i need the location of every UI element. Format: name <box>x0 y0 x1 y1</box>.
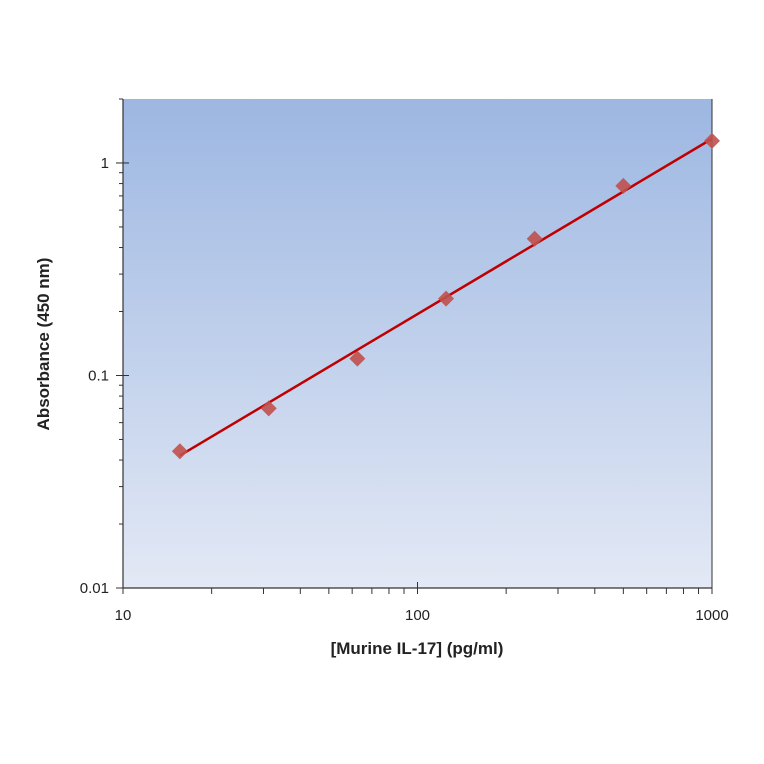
y-tick-label: 1 <box>101 155 109 172</box>
y-tick-label: 0.1 <box>88 367 109 384</box>
x-tick-label: 10 <box>115 607 132 624</box>
plot-area <box>123 99 712 588</box>
data-point <box>704 132 720 149</box>
data-point <box>526 230 543 247</box>
data-point <box>171 443 188 460</box>
x-axis-label: [Murine IL-17] (pg/ml) <box>331 639 504 658</box>
data-point <box>349 350 366 367</box>
x-tick-label: 100 <box>405 607 430 624</box>
y-tick-label: 0.01 <box>80 580 109 597</box>
data-point <box>615 177 632 194</box>
data-point <box>438 290 455 307</box>
data-point <box>260 400 277 417</box>
y-axis-label: Absorbance (450 nm) <box>34 258 53 431</box>
x-tick-label: 1000 <box>695 607 728 624</box>
